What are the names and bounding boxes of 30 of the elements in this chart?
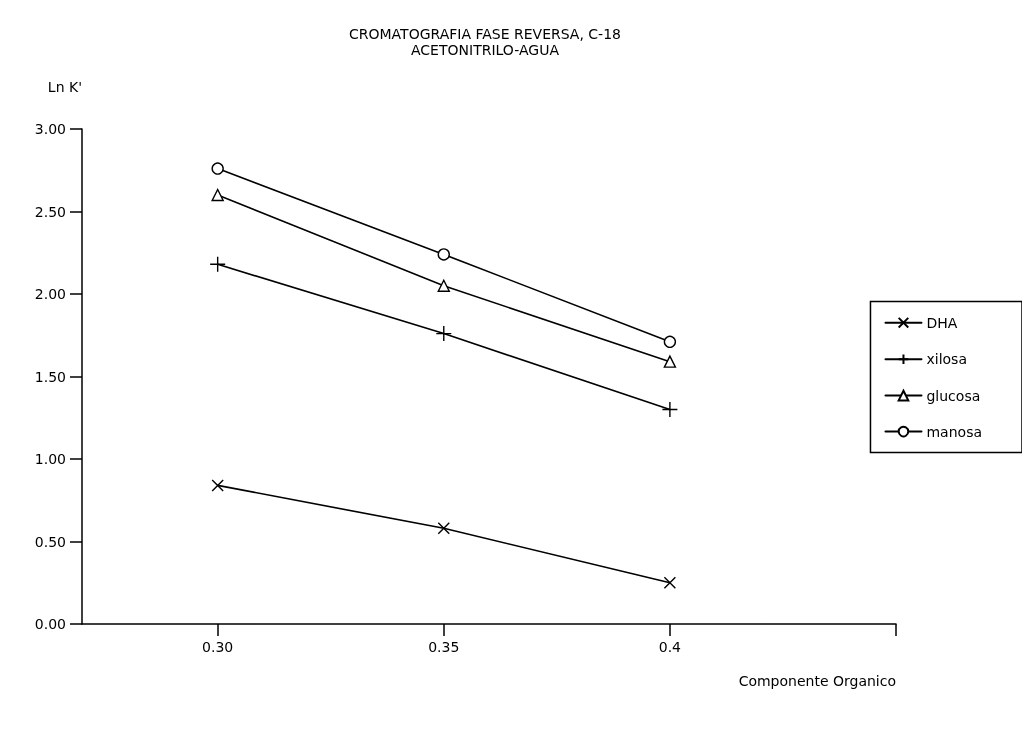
- y-tick-label: 2.00: [34, 286, 66, 302]
- legend-label: manosa: [926, 423, 982, 440]
- chart-title: CROMATOGRAFIA FASE REVERSA, C-18: [349, 26, 621, 42]
- point: [437, 522, 450, 535]
- y-tick-label: 3.00: [34, 121, 66, 137]
- point: [437, 279, 450, 292]
- point: [211, 162, 224, 175]
- x-tick-label: 0.4: [658, 639, 682, 655]
- point: [435, 325, 452, 342]
- point: [211, 188, 224, 202]
- y-tick-label: 0.50: [34, 533, 66, 550]
- legend-label: xilosa: [926, 351, 967, 368]
- x-tick-label: 0.30: [202, 639, 234, 655]
- x-axis-title: Componente Organico: [738, 673, 896, 689]
- y-tick-label: 1.50: [34, 368, 66, 385]
- y-axis-title: Ln K': [47, 79, 82, 95]
- point: [663, 576, 677, 589]
- point: [211, 479, 224, 492]
- point: [661, 401, 679, 418]
- point: [663, 335, 677, 349]
- point: [663, 355, 677, 368]
- y-tick-label: 2.50: [34, 203, 66, 220]
- x-tick-label: 0.35: [428, 639, 460, 655]
- legend-label: glucosa: [926, 387, 981, 404]
- y-tick-label: 0.00: [34, 616, 66, 632]
- y-tick-label: 1.00: [34, 451, 66, 467]
- chart-subtitle: ACETONITRILO-AGUA: [411, 42, 560, 58]
- legend-label: DHA: [926, 314, 958, 331]
- point: [437, 248, 450, 261]
- point: [209, 256, 226, 273]
